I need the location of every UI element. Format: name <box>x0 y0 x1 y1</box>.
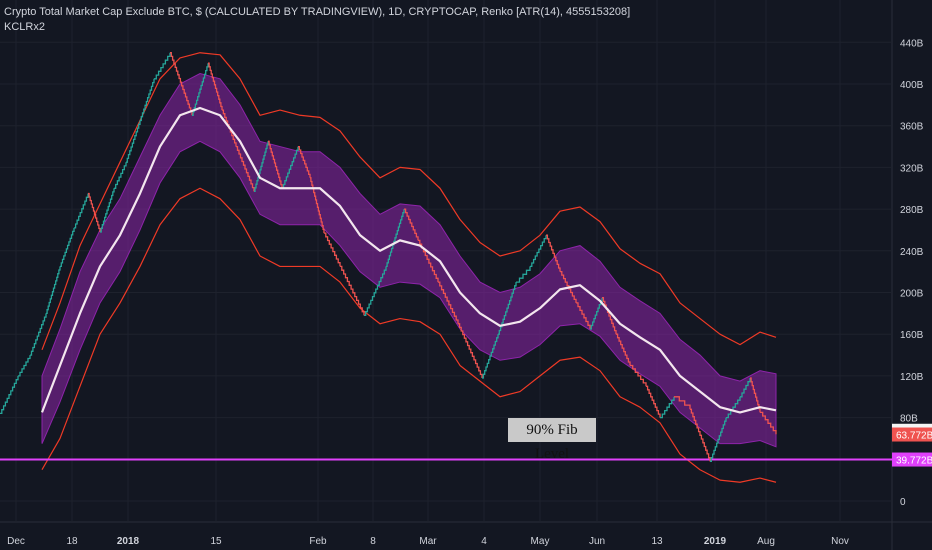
renko-segment <box>386 209 405 268</box>
x-tick-label: Jun <box>589 536 605 547</box>
renko-segment <box>114 162 127 189</box>
renko-segment <box>710 417 727 463</box>
renko-segment <box>516 266 531 283</box>
x-tick-label: Nov <box>831 536 849 547</box>
x-axis[interactable]: Dec 18 2018 15 Feb 8 Mar 4 May Jun 13 2019 Aug Nov <box>7 536 849 547</box>
x-tick-label: May <box>531 536 550 547</box>
renko-segment <box>602 297 617 335</box>
renko-segment <box>364 266 387 317</box>
renko-segment <box>740 378 751 398</box>
upper-outer-band <box>41 52 777 351</box>
renko-segment <box>140 78 155 122</box>
fib-level-label: 90% Fib Level <box>508 418 596 462</box>
renko-segment <box>46 266 61 315</box>
renko-segment <box>646 385 661 418</box>
x-tick-label: 8 <box>370 536 376 547</box>
x-tick-label: 4 <box>481 536 487 547</box>
x-tick-label: Feb <box>309 536 327 547</box>
renko-segment <box>324 232 341 267</box>
renko-segment <box>340 265 365 316</box>
renko-segment <box>404 208 419 241</box>
y-tick-label: 360B <box>900 122 924 133</box>
series-layer <box>0 52 892 483</box>
renko-segment <box>560 270 577 303</box>
renko-segment <box>74 193 89 229</box>
renko-segment <box>546 234 561 272</box>
x-tick-label: 18 <box>66 536 78 547</box>
x-tick-label: 2018 <box>117 536 140 547</box>
renko-segment <box>208 62 223 111</box>
price-label-text: 63.772B <box>896 431 932 442</box>
renko-segment <box>282 146 299 189</box>
renko-segment <box>590 297 603 330</box>
y-tick-label: 200B <box>900 289 924 300</box>
renko-segment <box>100 188 115 233</box>
renko-segment <box>726 396 741 419</box>
renko-segment <box>236 145 255 192</box>
renko-segment <box>0 375 19 415</box>
renko-segment <box>530 235 547 268</box>
price-label-text: 39.772B <box>896 456 932 467</box>
lower-outer-band <box>41 187 777 483</box>
x-tick-label: Mar <box>419 536 437 547</box>
channel-band <box>41 73 777 448</box>
renko-segment <box>630 364 647 387</box>
renko-segment <box>298 145 311 178</box>
y-tick-label: 440B <box>900 38 924 49</box>
renko-segment <box>192 63 209 116</box>
price-label-badge <box>892 427 932 442</box>
renko-segment <box>126 120 141 163</box>
renko-segment <box>88 192 101 232</box>
renko-segment <box>170 52 193 116</box>
renko-segment <box>268 140 283 189</box>
y-tick-label: 240B <box>900 247 924 258</box>
x-tick-label: 15 <box>210 536 222 547</box>
price-label-badge <box>892 452 932 467</box>
y-tick-label: 160B <box>900 330 924 341</box>
renko-segment <box>254 141 269 193</box>
renko-segment <box>438 281 459 324</box>
renko-segment <box>760 411 777 435</box>
x-tick-label: Aug <box>757 536 775 547</box>
indicator-label[interactable]: KCLRx2 <box>4 21 45 33</box>
y-tick-label: 80B <box>900 414 918 425</box>
renko-segment <box>30 313 47 356</box>
renko-segment <box>458 323 483 378</box>
x-tick-label: 13 <box>651 536 663 547</box>
renko-segment <box>60 227 75 268</box>
chart-title: Crypto Total Market Cap Exclude BTC, $ (… <box>4 6 631 18</box>
channel-midline <box>40 106 777 414</box>
renko-segment <box>674 396 691 410</box>
renko-segment <box>154 52 171 80</box>
x-tick-label: Dec <box>7 536 25 547</box>
y-tick-label: 280B <box>900 205 924 216</box>
renko-segment <box>690 408 711 462</box>
renko-segment <box>498 282 517 335</box>
y-tick-label: 320B <box>900 163 924 174</box>
y-tick-label: 400B <box>900 80 924 91</box>
y-tick-label: 0 <box>900 497 906 508</box>
renko-segment <box>310 177 325 234</box>
renko-segment <box>750 377 761 413</box>
renko-segment <box>18 355 31 377</box>
renko-segment <box>576 302 591 329</box>
y-tick-label: 120B <box>900 372 924 383</box>
x-tick-label: 2019 <box>704 536 727 547</box>
renko-segment <box>482 334 499 379</box>
renko-segment <box>660 396 675 419</box>
renko-segment <box>616 333 631 366</box>
